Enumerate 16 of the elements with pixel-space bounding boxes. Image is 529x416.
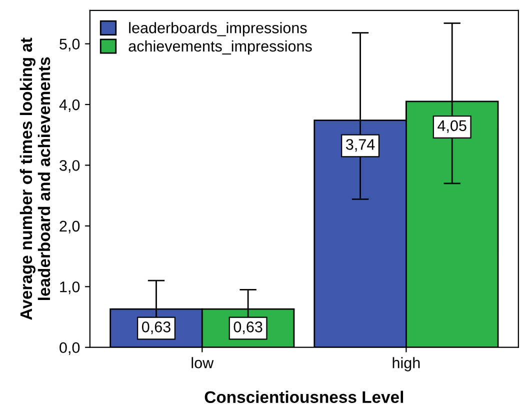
data-label: 0,63 <box>234 322 262 334</box>
data-label: 0,63 <box>142 322 170 334</box>
y-tick-label: 4,0 <box>59 99 80 112</box>
legend-label: achievements_impressions <box>128 40 312 55</box>
y-tick-label: 2,0 <box>60 220 80 234</box>
y-tick-label: 1,0 <box>60 282 80 294</box>
y-tick-label: 5,0 <box>60 38 80 52</box>
x-tick-label: high <box>392 357 420 372</box>
x-axis-title: Conscientiousness Level <box>204 390 404 404</box>
data-label: 4,05 <box>438 120 466 133</box>
data-label: 3,74 <box>346 139 375 152</box>
y-tick-label: 3,0 <box>60 160 80 173</box>
y-axis-title: Average number of times looking at leaderboard and achievements <box>20 38 50 320</box>
x-tick-label: low <box>192 357 214 368</box>
legend-label: leaderboards_impressions <box>129 22 307 36</box>
y-tick-label: 0,0 <box>60 342 80 355</box>
